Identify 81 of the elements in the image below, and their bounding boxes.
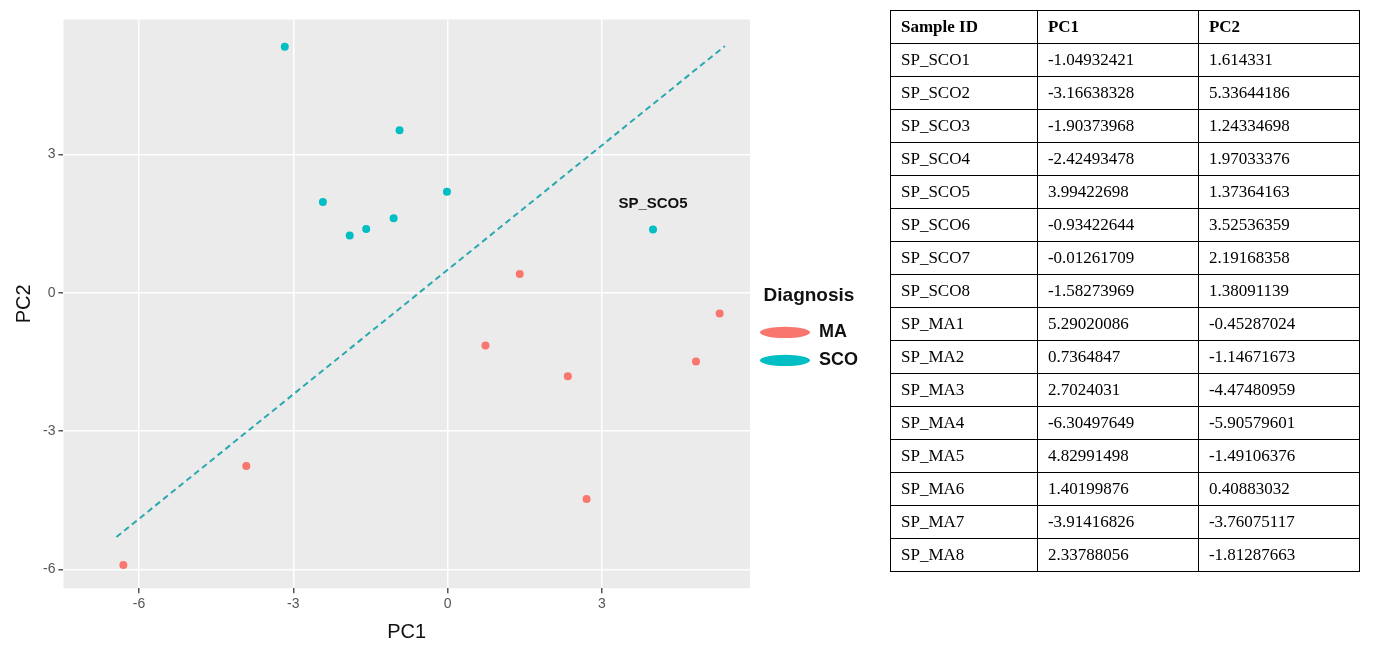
text: PC2 bbox=[1198, 10, 1360, 44]
category-label: SP_SCO6 bbox=[890, 208, 1038, 242]
category-label: SP_SCO7 bbox=[890, 241, 1038, 275]
point bbox=[481, 341, 490, 350]
y-tick-label: -6 bbox=[43, 560, 56, 577]
data-label: 3.52536359 bbox=[1198, 208, 1360, 242]
data-label: -6.30497649 bbox=[1037, 406, 1199, 440]
category-label: SP_MA7 bbox=[890, 505, 1038, 539]
point bbox=[442, 187, 451, 196]
category-label: SP_SCO2 bbox=[890, 76, 1038, 110]
data-label: 1.38091139 bbox=[1198, 274, 1360, 308]
point bbox=[345, 231, 354, 240]
data-label: -1.58273969 bbox=[1037, 274, 1199, 308]
point bbox=[362, 225, 371, 234]
category-label: SP_MA8 bbox=[890, 538, 1038, 572]
category-label: SP_SCO3 bbox=[890, 109, 1038, 143]
x-tick-label: 0 bbox=[443, 595, 452, 612]
category-label: SP_MA3 bbox=[890, 373, 1038, 407]
data-label: -4.47480959 bbox=[1198, 373, 1360, 407]
text: PC1 bbox=[1037, 10, 1199, 44]
data-label: -5.90579601 bbox=[1198, 406, 1360, 440]
point bbox=[715, 309, 724, 318]
point bbox=[280, 42, 289, 51]
point bbox=[242, 462, 251, 471]
point bbox=[691, 357, 700, 366]
data-label: -1.04932421 bbox=[1037, 43, 1199, 77]
point bbox=[318, 197, 327, 206]
category-label: SP_MA4 bbox=[890, 406, 1038, 440]
data-label: -1.14671673 bbox=[1198, 340, 1360, 374]
point bbox=[563, 372, 572, 381]
category-label: SP_SCO4 bbox=[890, 142, 1038, 176]
point bbox=[119, 560, 128, 569]
category-label: SP_SCO5 bbox=[890, 175, 1038, 209]
data-label: -0.01261709 bbox=[1037, 241, 1199, 275]
data-label: -3.16638328 bbox=[1037, 76, 1199, 110]
data-label: -0.93422644 bbox=[1037, 208, 1199, 242]
data-label: 2.33788056 bbox=[1037, 538, 1199, 572]
data-label: -3.91416826 bbox=[1037, 505, 1199, 539]
data-label: 1.40199876 bbox=[1037, 472, 1199, 506]
point bbox=[395, 126, 404, 135]
category-label: SP_MA2 bbox=[890, 340, 1038, 374]
category-label: SP_MA5 bbox=[890, 439, 1038, 473]
point bbox=[515, 269, 524, 278]
legend-title: Diagnosis bbox=[763, 284, 855, 306]
annotation: SP_SCO5 bbox=[618, 194, 688, 212]
data-label: 0.7364847 bbox=[1037, 340, 1199, 374]
category-label: SP_MA6 bbox=[890, 472, 1038, 506]
y-tick-label: 0 bbox=[47, 283, 56, 300]
data-label: -3.76075117 bbox=[1198, 505, 1360, 539]
data-label: -1.90373968 bbox=[1037, 109, 1199, 143]
data-label: 1.97033376 bbox=[1198, 142, 1360, 176]
y-tick-label: -3 bbox=[43, 421, 56, 438]
point bbox=[582, 495, 591, 503]
point bbox=[649, 225, 658, 234]
y-tick-label: 3 bbox=[47, 145, 56, 162]
data-label: -2.42493478 bbox=[1037, 142, 1199, 176]
category-label: SP_SCO8 bbox=[890, 274, 1038, 308]
category-label: SP_SCO1 bbox=[890, 43, 1038, 77]
data-label: 2.19168358 bbox=[1198, 241, 1360, 275]
data-label: -0.45287024 bbox=[1198, 307, 1360, 341]
text: Sample ID bbox=[890, 10, 1038, 44]
data-label: 5.33644186 bbox=[1198, 76, 1360, 110]
legend-label: MA bbox=[818, 321, 847, 342]
data-label: 1.614331 bbox=[1198, 43, 1360, 77]
data-label: 4.82991498 bbox=[1037, 439, 1199, 473]
data-label: 1.37364163 bbox=[1198, 175, 1360, 209]
data-label: -1.49106376 bbox=[1198, 439, 1360, 473]
data-label: 2.7024031 bbox=[1037, 373, 1199, 407]
x-axis-title: PC1 bbox=[387, 619, 427, 642]
data-label: 3.99422698 bbox=[1037, 175, 1199, 209]
category-label: SP_MA1 bbox=[890, 307, 1038, 341]
data-label: -1.81287663 bbox=[1198, 538, 1360, 572]
legend-label: SCO bbox=[818, 349, 859, 370]
point bbox=[389, 214, 398, 223]
data-label: 1.24334698 bbox=[1198, 109, 1360, 143]
y-axis-title: PC2 bbox=[11, 284, 34, 324]
x-tick-label: -6 bbox=[132, 595, 146, 612]
data-label: 0.40883032 bbox=[1198, 472, 1360, 506]
data-label: 5.29020086 bbox=[1037, 307, 1199, 341]
x-tick-label: 3 bbox=[597, 595, 606, 612]
x-tick-label: -3 bbox=[287, 595, 300, 612]
